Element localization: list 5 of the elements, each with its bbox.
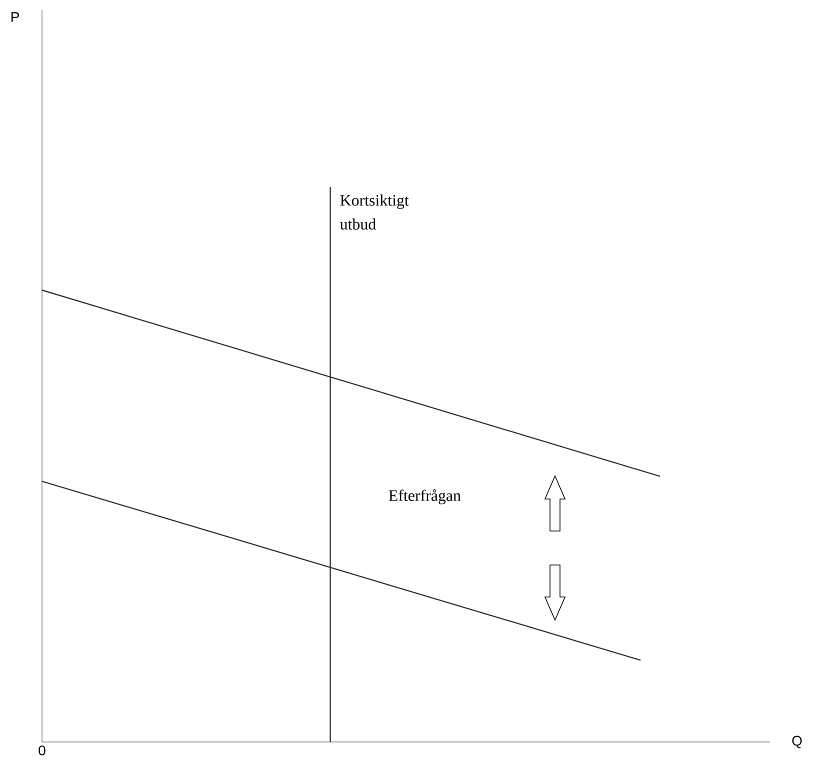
text: Q (792, 736, 802, 748)
text: P (11, 12, 19, 22)
text: Kortsiktigt utbud (340, 194, 409, 230)
text: 0 (38, 745, 46, 756)
annotation: Efterfrågan (388, 489, 461, 504)
